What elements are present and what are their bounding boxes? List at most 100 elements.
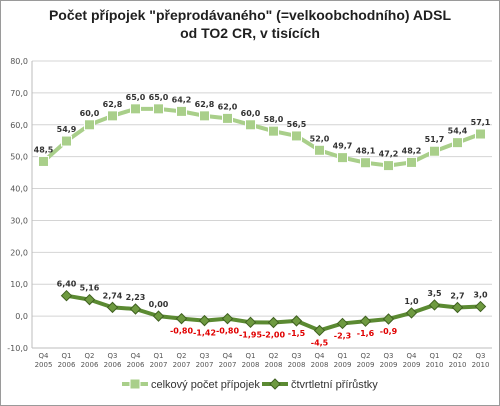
y-tick-label: 70,0: [10, 89, 28, 98]
marker-increment: [359, 315, 372, 327]
data-label-increment: -2,00: [262, 330, 285, 339]
x-tick-year: 2010: [472, 361, 490, 369]
x-tick-quarter: Q1: [338, 352, 348, 360]
data-label-total: 48,1: [356, 147, 376, 156]
x-tick-year: 2008: [265, 361, 283, 369]
x-tick-year: 2007: [219, 361, 237, 369]
data-label-increment: -4,5: [311, 338, 329, 347]
y-tick-label: 0,0: [15, 312, 28, 321]
data-label-increment: 2,7: [450, 292, 464, 301]
marker-total: [245, 119, 256, 131]
x-axis: Q42005Q12006Q22006Q32006Q42006Q12007Q220…: [32, 347, 492, 369]
x-tick-year: 2007: [173, 361, 191, 369]
x-tick-year: 2009: [403, 361, 421, 369]
marker-increment: [474, 300, 487, 313]
marker-increment: [336, 317, 349, 330]
marker-total: [176, 105, 187, 117]
marker-increment: [451, 301, 464, 314]
marker-total: [268, 125, 279, 137]
legend-label: čtvrtletní přírůstky: [291, 379, 378, 391]
data-label-increment: 5,16: [80, 284, 100, 293]
marker-increment: [221, 312, 234, 325]
marker-total: [84, 119, 95, 131]
y-tick-label: 20,0: [10, 248, 28, 257]
data-label-total: 65,0: [126, 93, 146, 102]
data-label-total: 52,0: [310, 134, 330, 143]
x-tick-year: 2009: [380, 361, 398, 369]
x-tick-year: 2008: [288, 361, 306, 369]
x-tick-year: 2008: [311, 361, 329, 369]
data-label-total: 56,5: [287, 120, 307, 129]
x-tick-quarter: Q3: [200, 352, 210, 360]
marker-increment: [83, 293, 96, 306]
data-label-total: 58,0: [264, 115, 284, 124]
data-label-increment: -0,80: [170, 327, 193, 336]
y-tick-label: 80,0: [10, 57, 28, 66]
x-tick-quarter: Q4: [407, 352, 418, 360]
series-markers: [38, 103, 487, 337]
legend: celkový počet přípojek čtvrtletní přírůst…: [122, 378, 378, 391]
marker-total: [61, 135, 72, 147]
data-label-total: 48,5: [34, 145, 54, 154]
data-label-total: 62,8: [103, 100, 123, 109]
data-label-increment: -1,95: [239, 330, 262, 339]
x-tick-quarter: Q1: [154, 352, 164, 360]
y-tick-label: -10,0: [7, 344, 28, 353]
x-tick-quarter: Q1: [246, 352, 256, 360]
legend-item-total: celkový počet přípojek: [122, 378, 260, 391]
x-tick-year: 2006: [81, 361, 99, 369]
marker-increment: [106, 301, 119, 314]
legend-marker: [129, 378, 141, 390]
marker-total: [429, 145, 440, 157]
marker-increment: [60, 289, 73, 302]
marker-increment: [428, 299, 441, 311]
x-tick-quarter: Q2: [85, 352, 95, 360]
marker-total: [452, 137, 463, 149]
x-tick-quarter: Q2: [453, 352, 463, 360]
data-labels: 48,554,960,062,865,0 65,0 64,2 62,8 62,060,0…: [34, 93, 491, 348]
data-label-increment: -1,42: [193, 329, 216, 338]
marker-increment: [198, 314, 211, 327]
marker-increment: [290, 315, 303, 327]
marker-total: [38, 155, 49, 167]
x-tick-year: 2010: [449, 361, 467, 369]
data-label-increment: -1,6: [357, 329, 375, 338]
y-tick-label: 40,0: [10, 185, 28, 194]
data-label-increment: 0,00: [149, 300, 169, 309]
x-tick-year: 2005: [35, 361, 53, 369]
marker-total: [130, 103, 141, 115]
marker-total: [337, 152, 348, 164]
marker-increment: [152, 310, 165, 322]
data-label-total: 49,7: [333, 142, 353, 151]
x-tick-year: 2008: [242, 361, 260, 369]
data-label-total: 51,7: [425, 135, 445, 144]
data-label-total: 62,8: [195, 100, 215, 109]
x-tick-year: 2006: [58, 361, 76, 369]
data-label-increment: -2,3: [334, 331, 352, 340]
data-label-increment: 1,0: [404, 297, 419, 306]
marker-total: [383, 160, 394, 172]
x-tick-quarter: Q1: [62, 352, 72, 360]
data-label-increment: -0,80: [216, 327, 239, 336]
data-label-total: 57,1: [471, 118, 491, 127]
data-label-total: 62,0: [218, 102, 238, 111]
y-tick-label: 30,0: [10, 216, 28, 225]
data-label-total: 54,4: [448, 127, 468, 136]
y-axis: -10,0 0,0 10,0 20,0 30,0 40,0 50,0 60,0 70,0 80,0: [7, 57, 33, 353]
data-label-increment: 6,40: [57, 280, 77, 289]
marker-total: [291, 130, 302, 142]
data-label-total: 60,0: [80, 109, 100, 118]
marker-total: [199, 110, 210, 122]
x-tick-quarter: Q2: [269, 352, 279, 360]
x-tick-quarter: Q3: [108, 352, 118, 360]
marker-increment: [175, 312, 188, 325]
data-label-total: 54,9: [57, 125, 77, 134]
marker-total: [153, 103, 164, 115]
data-label-increment: 3,0: [473, 291, 488, 300]
x-tick-quarter: Q3: [292, 352, 302, 360]
marker-increment: [313, 324, 326, 337]
marker-total: [360, 157, 371, 169]
marker-increment: [405, 307, 418, 319]
x-tick-quarter: Q3: [476, 352, 486, 360]
y-tick-label: 10,0: [10, 280, 28, 289]
